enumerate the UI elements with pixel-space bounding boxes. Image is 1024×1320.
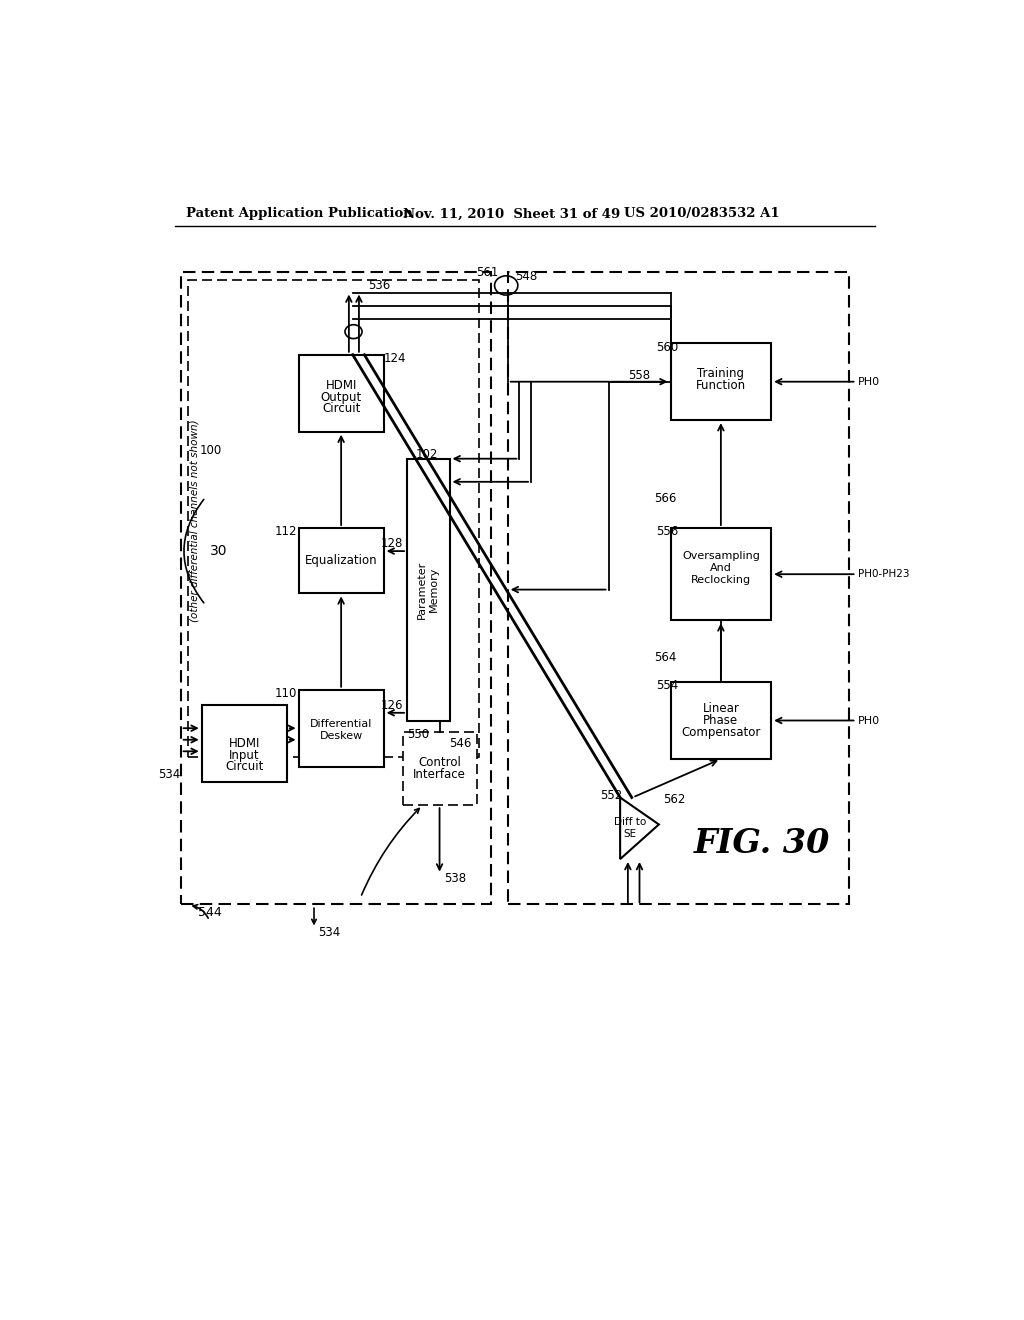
- Text: 556: 556: [656, 525, 678, 539]
- Text: 544: 544: [198, 907, 221, 920]
- Text: 110: 110: [274, 686, 297, 700]
- Text: 562: 562: [663, 792, 685, 805]
- Text: 128: 128: [381, 537, 403, 550]
- Bar: [180, 272, 490, 904]
- Bar: [671, 343, 771, 420]
- Text: 554: 554: [656, 680, 678, 693]
- Text: 100: 100: [200, 445, 221, 458]
- Text: 561: 561: [476, 265, 499, 279]
- Text: Circuit: Circuit: [225, 760, 263, 774]
- Text: US 2010/0283532 A1: US 2010/0283532 A1: [624, 207, 779, 220]
- Text: Training: Training: [697, 367, 744, 380]
- Text: HDMI: HDMI: [228, 737, 260, 750]
- Text: 538: 538: [444, 871, 466, 884]
- Text: 550: 550: [407, 727, 429, 741]
- Text: Parameter
Memory: Parameter Memory: [417, 561, 438, 619]
- Text: 126: 126: [381, 698, 403, 711]
- Text: Patent Application Publication: Patent Application Publication: [186, 207, 413, 220]
- Text: Function: Function: [696, 379, 745, 392]
- Text: Deskew: Deskew: [319, 731, 362, 741]
- Text: FIG. 30: FIG. 30: [693, 828, 830, 861]
- Text: 124: 124: [384, 352, 407, 366]
- Text: 566: 566: [654, 492, 677, 506]
- Text: Nov. 11, 2010  Sheet 31 of 49: Nov. 11, 2010 Sheet 31 of 49: [403, 207, 621, 220]
- Text: 558: 558: [629, 370, 650, 381]
- Text: And: And: [710, 564, 732, 573]
- Text: Oversampling: Oversampling: [682, 552, 760, 561]
- Text: 102: 102: [416, 449, 438, 462]
- Bar: [188, 280, 479, 758]
- Text: 536: 536: [369, 279, 390, 292]
- Text: Compensator: Compensator: [681, 726, 761, 739]
- Text: Output: Output: [321, 391, 361, 404]
- Text: 548: 548: [515, 269, 538, 282]
- Text: Interface: Interface: [413, 768, 466, 781]
- Bar: [299, 689, 384, 767]
- Text: Linear: Linear: [702, 702, 739, 715]
- Text: Differential: Differential: [310, 719, 373, 730]
- Text: 560: 560: [656, 341, 678, 354]
- Text: 546: 546: [450, 737, 472, 750]
- Text: SE: SE: [624, 829, 637, 838]
- Text: HDMI: HDMI: [326, 379, 356, 392]
- Text: Equalization: Equalization: [305, 554, 378, 566]
- Text: 552: 552: [600, 789, 623, 803]
- Bar: [671, 682, 771, 759]
- Text: Phase: Phase: [703, 714, 738, 727]
- Text: PH0-PH23: PH0-PH23: [858, 569, 909, 579]
- Text: PH0: PH0: [858, 715, 881, 726]
- Text: 564: 564: [654, 651, 677, 664]
- Bar: [299, 355, 384, 432]
- Text: Input: Input: [229, 748, 259, 762]
- Text: 534: 534: [317, 925, 340, 939]
- Text: Circuit: Circuit: [322, 403, 360, 416]
- Text: Control: Control: [418, 756, 461, 770]
- Text: (other differential channels not shown): (other differential channels not shown): [189, 418, 200, 622]
- Bar: [671, 528, 771, 620]
- Text: Reclocking: Reclocking: [691, 574, 751, 585]
- Bar: [403, 733, 477, 805]
- Text: 534: 534: [159, 768, 180, 781]
- Bar: [508, 272, 849, 904]
- Text: 30: 30: [210, 544, 227, 558]
- Text: Diff to: Diff to: [614, 817, 646, 828]
- Bar: [407, 459, 450, 721]
- Text: 112: 112: [274, 525, 297, 539]
- Bar: [299, 528, 384, 594]
- Text: PH0: PH0: [858, 376, 881, 387]
- Bar: [202, 705, 287, 781]
